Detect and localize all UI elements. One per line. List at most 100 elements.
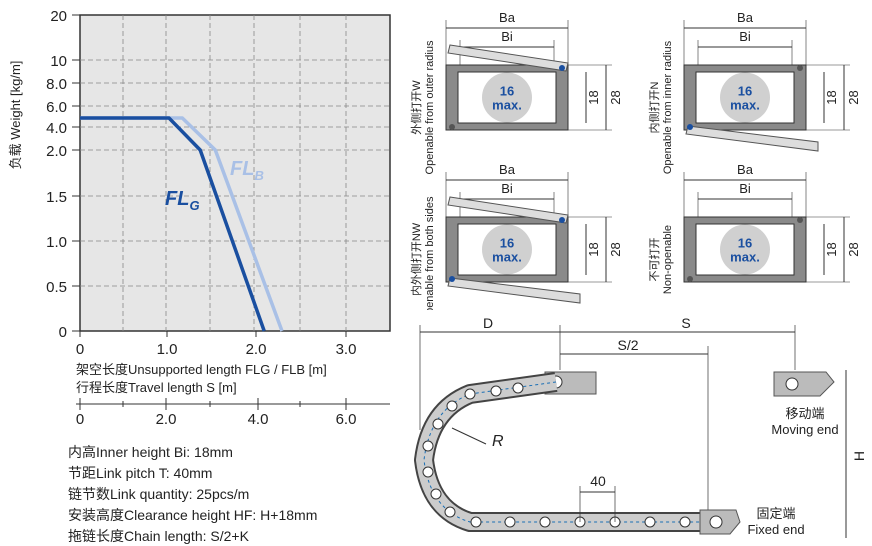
dim-bi-label: Bi (501, 29, 513, 44)
moving-end-en: Moving end (771, 422, 838, 437)
dim-28-label: 28 (846, 242, 861, 256)
dim-bi-label: Bi (739, 29, 751, 44)
moving-pin (785, 377, 799, 391)
chain-link-pin (430, 488, 442, 500)
dim-bi-label: Bi (501, 181, 513, 196)
hinge-dot (797, 65, 803, 71)
fixed-end-cn: 固定端 (756, 506, 795, 521)
hinge-dot (687, 276, 693, 282)
dim-pitch-label: 40 (590, 473, 606, 489)
dim-ba-label: Ba (737, 162, 754, 177)
chain-link-pin (444, 506, 456, 518)
travel-tick-label: 4.0 (248, 411, 269, 428)
chart-grid (80, 15, 390, 331)
y-axis-ticks: 20 10 8.0 6.0 4.0 2.0 1.5 1.0 0.5 0 (46, 8, 80, 341)
dim-18-label: 18 (824, 90, 839, 104)
chain-link-pin (644, 516, 656, 528)
dim-bi-label: Bi (739, 181, 751, 196)
type-label-cn: 内侧打开N (647, 81, 661, 133)
type-label-en: Openable from inner radius (662, 40, 674, 174)
y-tick-label: 4.0 (46, 120, 67, 137)
hinge-dot-blue (449, 276, 455, 282)
travel-tick-label: 2.0 (156, 411, 177, 428)
fixed-pin (709, 515, 723, 529)
x-tick-label: 2.0 (246, 341, 267, 358)
type-label-cn: 不可打开 (647, 238, 661, 282)
series-label-flg: FLG (165, 188, 200, 213)
chain-link-pin (679, 516, 691, 528)
max-badge (482, 224, 532, 275)
hinge-dot-blue (559, 217, 565, 223)
dim-s-half-label: S/2 (617, 337, 638, 353)
type-label-en: Non-openable (662, 225, 674, 294)
hinge-dot-blue (687, 124, 693, 130)
radius-line (451, 427, 487, 445)
series-line-flg (80, 116, 266, 332)
dim-28-label: 28 (846, 90, 861, 104)
series-label-flb: FLB (230, 158, 264, 183)
max-number: 16 (738, 236, 752, 251)
opened-crossbar (447, 44, 569, 72)
chain-link-pin (512, 382, 524, 394)
hinge-dot (797, 217, 803, 223)
radius-label: R (492, 433, 504, 450)
y-tick-label: 0.5 (46, 279, 67, 296)
y-tick-label: 10 (50, 53, 67, 70)
spec-clearance-height: 安装高度Clearance height HF: H+18mm (68, 507, 318, 523)
spec-inner-height: 内高Inner height Bi: 18mm (68, 444, 233, 460)
y-tick-label: 1.0 (46, 234, 67, 251)
y-tick-label: 8.0 (46, 76, 67, 93)
y-axis-label: 负载 Weight [kg/m] (8, 61, 23, 170)
y-tick-label: 0 (59, 324, 67, 341)
dim-ba-label: Ba (499, 10, 516, 25)
chain-link-pin (539, 516, 551, 528)
dim-18-label: 18 (586, 90, 601, 104)
max-number: 16 (500, 236, 514, 251)
travel-axis: 0 2.0 4.0 6.0 (76, 398, 390, 428)
hinge-dot-blue (559, 65, 565, 71)
moving-bracket (773, 371, 835, 397)
max-word: max. (730, 250, 760, 265)
fixed-end-en: Fixed end (747, 522, 804, 537)
dim-h-label: H (851, 451, 867, 461)
dim-s-label: S (681, 315, 690, 331)
chain-link-pin (422, 466, 434, 478)
spec-link-pitch: 节距Link pitch T: 40mm (68, 465, 213, 481)
opened-crossbar (685, 125, 819, 152)
y-tick-label: 1.5 (46, 189, 67, 206)
max-badge (482, 72, 532, 123)
y-tick-label: 6.0 (46, 99, 67, 116)
chain-link-pin (470, 516, 482, 528)
moving-end-cn: 移动端 (785, 406, 824, 421)
spec-link-quantity: 链节数Link quantity: 25pcs/m (68, 486, 250, 502)
chain-link-pin (422, 440, 434, 452)
dim-28-label: 28 (608, 90, 623, 104)
max-word: max. (492, 250, 522, 265)
y-tick-label: 20 (50, 8, 67, 25)
dim-18-label: 18 (824, 242, 839, 256)
x-tick-label: 1.0 (157, 341, 178, 358)
chart-plot-area (79, 14, 391, 332)
x-axis-label-unsupported: 架空长度Unsupported length FLG / FLB [m] (76, 362, 327, 377)
opened-crossbar (447, 196, 569, 224)
chain-link-pin (464, 388, 476, 400)
type-label-en: Openable from outer radius (424, 40, 436, 174)
max-badge (720, 224, 770, 275)
dim-ba-label: Ba (499, 162, 516, 177)
travel-tick-label: 6.0 (336, 411, 357, 428)
max-word: max. (492, 98, 522, 113)
chart-series (80, 116, 284, 332)
dim-28-label: 28 (608, 242, 623, 256)
opened-crossbar (447, 277, 581, 304)
type-label-en: Openable from both sides (424, 196, 436, 310)
chain-link-pin (504, 516, 516, 528)
chain-link-pin (446, 400, 458, 412)
chain-link-pin (432, 418, 444, 430)
